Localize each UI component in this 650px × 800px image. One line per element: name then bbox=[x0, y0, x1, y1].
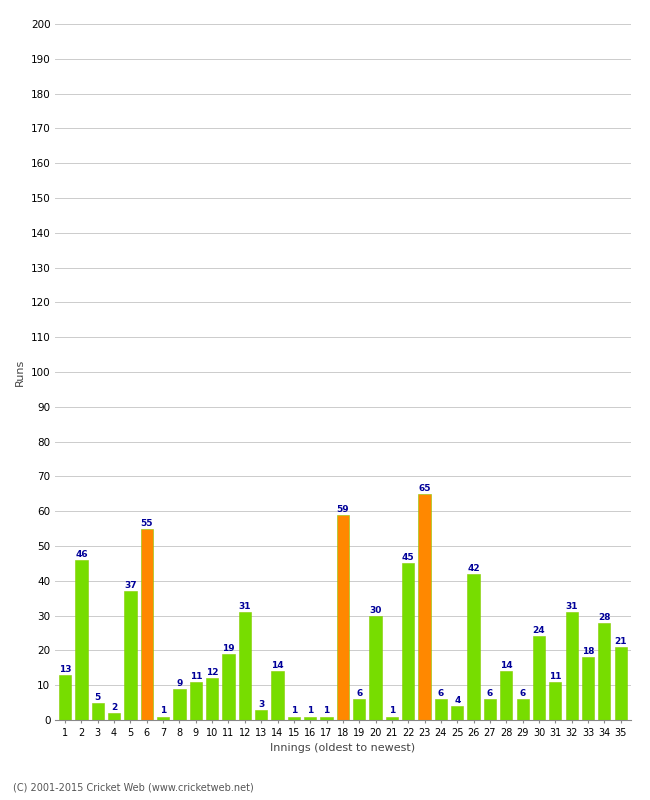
Text: 18: 18 bbox=[582, 647, 594, 656]
Text: 46: 46 bbox=[75, 550, 88, 559]
Text: 1: 1 bbox=[307, 706, 313, 715]
Text: 6: 6 bbox=[487, 689, 493, 698]
Text: 19: 19 bbox=[222, 644, 235, 653]
Text: 11: 11 bbox=[190, 672, 202, 681]
Bar bbox=[369, 616, 382, 720]
Bar bbox=[402, 563, 414, 720]
Text: 4: 4 bbox=[454, 696, 460, 705]
Text: 45: 45 bbox=[402, 554, 415, 562]
Text: 2: 2 bbox=[111, 703, 117, 712]
Bar bbox=[108, 713, 120, 720]
Bar bbox=[517, 699, 528, 720]
Text: 9: 9 bbox=[176, 678, 183, 688]
Bar bbox=[566, 612, 578, 720]
Bar bbox=[239, 612, 251, 720]
Text: 12: 12 bbox=[206, 668, 218, 677]
Y-axis label: Runs: Runs bbox=[15, 358, 25, 386]
Bar bbox=[75, 560, 88, 720]
Bar bbox=[500, 671, 512, 720]
Bar bbox=[435, 699, 447, 720]
Text: 13: 13 bbox=[58, 665, 72, 674]
Bar bbox=[288, 717, 300, 720]
Text: 24: 24 bbox=[532, 626, 545, 635]
Text: 5: 5 bbox=[95, 693, 101, 702]
Text: 14: 14 bbox=[271, 662, 284, 670]
Text: 37: 37 bbox=[124, 581, 136, 590]
Bar bbox=[533, 637, 545, 720]
Text: 1: 1 bbox=[389, 706, 395, 715]
Bar bbox=[190, 682, 202, 720]
Bar bbox=[140, 529, 153, 720]
Bar bbox=[385, 717, 398, 720]
Text: 6: 6 bbox=[519, 689, 526, 698]
Text: 14: 14 bbox=[500, 662, 513, 670]
Bar bbox=[353, 699, 365, 720]
Bar bbox=[549, 682, 562, 720]
Bar bbox=[614, 647, 627, 720]
Bar bbox=[419, 494, 431, 720]
Bar bbox=[484, 699, 496, 720]
Bar bbox=[206, 678, 218, 720]
Bar bbox=[272, 671, 283, 720]
Bar bbox=[92, 702, 104, 720]
Text: 1: 1 bbox=[160, 706, 166, 715]
Text: 55: 55 bbox=[140, 518, 153, 527]
Text: 59: 59 bbox=[337, 505, 349, 514]
Text: 31: 31 bbox=[239, 602, 251, 611]
Bar bbox=[124, 591, 136, 720]
Bar bbox=[174, 689, 186, 720]
Text: 6: 6 bbox=[438, 689, 444, 698]
Text: 1: 1 bbox=[324, 706, 330, 715]
Bar bbox=[222, 654, 235, 720]
Bar bbox=[59, 674, 72, 720]
Bar bbox=[304, 717, 317, 720]
Text: 30: 30 bbox=[369, 606, 382, 614]
Bar bbox=[467, 574, 480, 720]
Text: 6: 6 bbox=[356, 689, 362, 698]
Bar bbox=[157, 717, 169, 720]
Text: 3: 3 bbox=[258, 699, 265, 709]
Bar bbox=[337, 514, 349, 720]
Text: 31: 31 bbox=[566, 602, 578, 611]
Bar bbox=[582, 658, 594, 720]
Text: 42: 42 bbox=[467, 564, 480, 573]
X-axis label: Innings (oldest to newest): Innings (oldest to newest) bbox=[270, 743, 415, 753]
Bar bbox=[255, 710, 267, 720]
Text: 11: 11 bbox=[549, 672, 562, 681]
Bar bbox=[598, 622, 610, 720]
Text: 28: 28 bbox=[598, 613, 610, 622]
Text: (C) 2001-2015 Cricket Web (www.cricketweb.net): (C) 2001-2015 Cricket Web (www.cricketwe… bbox=[13, 782, 254, 792]
Bar bbox=[451, 706, 463, 720]
Text: 65: 65 bbox=[419, 484, 431, 493]
Text: 1: 1 bbox=[291, 706, 297, 715]
Text: 21: 21 bbox=[614, 637, 627, 646]
Bar bbox=[320, 717, 333, 720]
